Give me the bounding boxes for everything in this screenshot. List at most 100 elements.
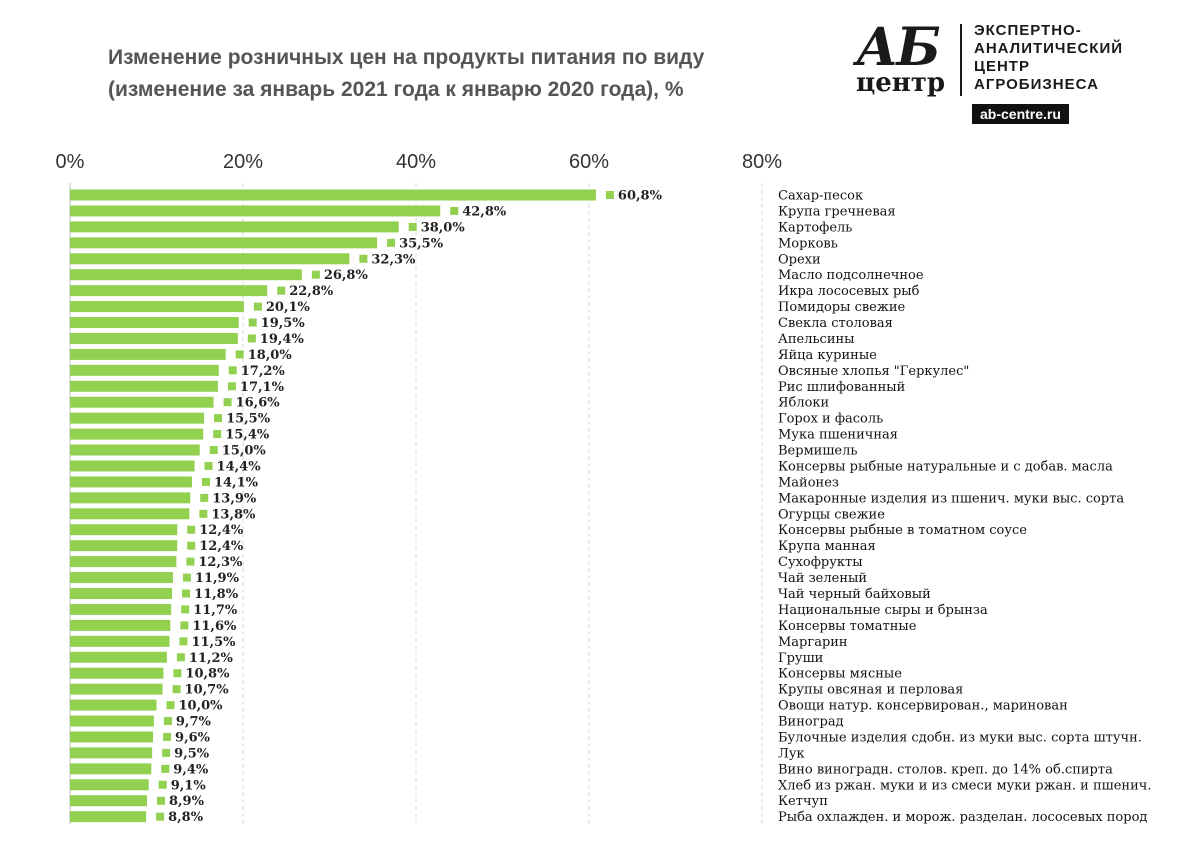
bar xyxy=(70,763,152,775)
value-marker xyxy=(248,318,257,327)
data-label: 15,0% xyxy=(222,444,267,459)
category-label: Помидоры свежие xyxy=(778,300,905,315)
data-label: 8,8% xyxy=(168,810,204,825)
data-label: 38,0% xyxy=(421,220,466,235)
bar xyxy=(70,317,239,329)
bar xyxy=(70,476,192,488)
bar xyxy=(70,603,172,615)
value-marker xyxy=(204,461,213,470)
data-label: 10,8% xyxy=(185,667,230,682)
data-label: 11,7% xyxy=(193,603,238,618)
data-label: 11,5% xyxy=(191,635,236,650)
value-marker xyxy=(277,286,286,295)
data-label: 11,2% xyxy=(189,651,234,666)
category-label: Овсяные хлопья "Геркулес" xyxy=(778,364,969,379)
data-label: 9,6% xyxy=(175,730,211,745)
value-marker xyxy=(235,350,244,359)
category-label: Крупа гречневая xyxy=(778,204,896,219)
value-marker xyxy=(223,398,232,407)
category-label: Кетчуп xyxy=(778,794,828,809)
category-label: Свекла столовая xyxy=(778,316,893,331)
value-marker xyxy=(176,653,185,662)
value-marker xyxy=(214,414,223,423)
bar xyxy=(70,588,173,599)
category-label: Консервы томатные xyxy=(778,619,917,634)
bar xyxy=(70,524,178,536)
bar xyxy=(70,715,154,727)
value-marker xyxy=(253,302,262,311)
bar xyxy=(70,348,226,360)
category-label: Чай зеленый xyxy=(778,571,867,586)
category-label: Огурцы свежие xyxy=(778,507,885,522)
data-label: 60,8% xyxy=(618,189,663,204)
bar xyxy=(70,269,302,281)
value-marker xyxy=(180,621,189,630)
value-marker xyxy=(213,430,222,439)
data-label: 16,6% xyxy=(236,396,281,411)
value-marker xyxy=(187,541,196,550)
logo-separator xyxy=(960,24,962,96)
category-label: Яблоки xyxy=(778,396,829,411)
value-marker xyxy=(450,206,459,215)
bar xyxy=(70,396,214,408)
value-marker xyxy=(408,222,417,231)
bar xyxy=(70,253,350,265)
bar xyxy=(70,444,200,456)
category-label: Вермишель xyxy=(778,444,857,459)
value-marker xyxy=(158,780,167,789)
data-label: 9,5% xyxy=(174,746,210,761)
bar xyxy=(70,572,173,584)
category-label: Яйца куриные xyxy=(778,348,877,363)
data-label: 17,1% xyxy=(240,380,285,395)
category-label: Сухофрукты xyxy=(778,555,863,570)
data-label: 35,5% xyxy=(399,236,444,251)
bar xyxy=(70,221,399,233)
data-label: 18,0% xyxy=(248,348,293,363)
bar xyxy=(70,301,244,313)
value-marker xyxy=(247,334,256,343)
chart-title: Изменение розничных цен на продукты пита… xyxy=(108,42,704,106)
category-label: Крупа манная xyxy=(778,539,876,554)
bar xyxy=(70,635,170,647)
logo-text-line: АГРОБИЗНЕСА xyxy=(974,76,1099,93)
data-label: 11,6% xyxy=(192,619,237,634)
data-label: 20,1% xyxy=(266,300,311,315)
data-label: 42,8% xyxy=(462,204,507,219)
data-label: 22,8% xyxy=(289,284,334,299)
category-label: Маргарин xyxy=(778,635,848,650)
bar xyxy=(70,651,167,663)
bar xyxy=(70,811,147,823)
bar xyxy=(70,237,378,249)
category-label: Хлеб из ржан. муки и из смеси муки ржан.… xyxy=(778,778,1151,793)
data-label: 19,4% xyxy=(260,332,305,347)
bar xyxy=(70,285,268,297)
bar xyxy=(70,428,204,440)
category-label: Булочные изделия сдобн. из муки выс. сор… xyxy=(778,730,1142,745)
value-marker xyxy=(156,796,165,805)
value-marker xyxy=(179,637,188,646)
value-marker xyxy=(163,717,172,726)
logo-text-line: АНАЛИТИЧЕСКИЙ xyxy=(974,40,1124,57)
data-label: 17,2% xyxy=(241,364,286,379)
category-label: Груши xyxy=(778,651,823,666)
category-label: Крупы овсяная и перловая xyxy=(778,683,963,698)
category-label: Масло подсолнечное xyxy=(778,268,924,283)
category-label: Овощи натур. консервирован., маринован xyxy=(778,699,1068,714)
value-marker xyxy=(181,605,190,614)
logo-mark-ab: АБ xyxy=(856,17,941,78)
chart-title-line-1: Изменение розничных цен на продукты пита… xyxy=(108,46,705,69)
bar xyxy=(70,747,153,759)
value-marker xyxy=(311,270,320,279)
data-label: 19,5% xyxy=(261,316,306,331)
logo-site-url: ab-centre.ru xyxy=(972,104,1069,124)
data-label: 13,9% xyxy=(212,491,257,506)
bar xyxy=(70,556,177,568)
category-label: Горох и фасоль xyxy=(778,412,883,427)
value-marker xyxy=(201,477,210,486)
bar xyxy=(70,795,147,807)
bar xyxy=(70,667,164,679)
x-tick-label: 0% xyxy=(56,151,85,173)
data-label: 15,4% xyxy=(225,428,270,443)
bar xyxy=(70,731,154,743)
